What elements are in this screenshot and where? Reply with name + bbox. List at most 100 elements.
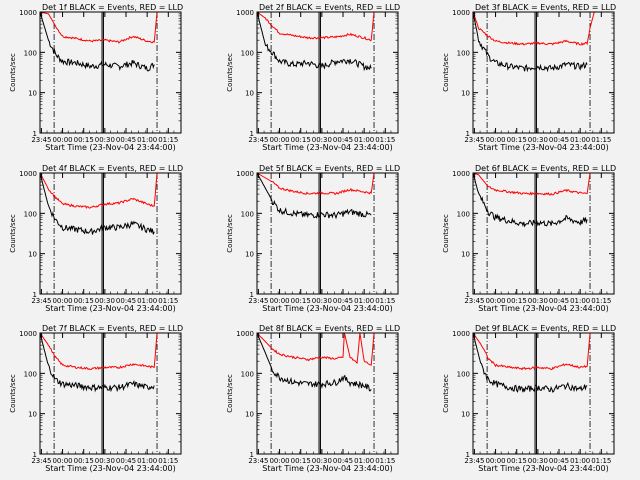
y-tick-label: 10 <box>28 411 37 419</box>
series-line-lld <box>40 12 158 44</box>
y-tick-label: 1000 <box>452 330 470 338</box>
x-tick-label: 00:45 <box>116 136 136 144</box>
y-tick-label: 10 <box>461 251 470 259</box>
x-tick-label: 01:15 <box>591 297 611 305</box>
detector-plot-3: Det 3f BLACK = Events, RED = LLD 1 10 100 10… <box>442 3 616 152</box>
series-line-lld <box>257 173 375 196</box>
x-tick-label: 01:15 <box>375 136 395 144</box>
y-tick-label: 1000 <box>19 170 37 178</box>
x-tick-label: 01:00 <box>354 457 374 465</box>
x-tick-label: 01:15 <box>158 457 178 465</box>
y-tick-label: 100 <box>241 210 254 218</box>
plot-title: Det 5f BLACK = Events, RED = LLD <box>259 164 400 173</box>
x-tick-label: 00:15 <box>507 457 527 465</box>
y-tick-label: 100 <box>241 49 254 57</box>
y-axis-label: Counts/sec <box>9 214 17 253</box>
x-tick-label: 00:00 <box>52 297 72 305</box>
x-tick-label: 23:45 <box>248 136 268 144</box>
y-axis-label: Counts/sec <box>226 374 234 413</box>
series-line-events <box>257 173 372 220</box>
plot-frame <box>256 172 399 295</box>
x-axis-label: Start Time (23-Nov-04 23:44:00) <box>45 304 175 313</box>
x-tick-label: 00:30 <box>95 457 115 465</box>
y-tick-label: 1 <box>33 451 37 459</box>
x-tick-label: 00:30 <box>312 297 332 305</box>
x-tick-label: 23:45 <box>248 457 268 465</box>
series-line-events <box>40 173 155 235</box>
x-tick-label: 00:30 <box>528 457 548 465</box>
x-tick-label: 00:00 <box>485 136 505 144</box>
x-tick-label: 00:15 <box>291 457 311 465</box>
y-tick-label: 10 <box>461 90 470 98</box>
x-tick-label: 00:45 <box>333 136 353 144</box>
detector-plot-1: Det 1f BLACK = Events, RED = LLD 1 10 100 10… <box>9 3 183 152</box>
series-line-events <box>257 12 372 72</box>
plot-title: Det 2f BLACK = Events, RED = LLD <box>259 3 400 12</box>
plot-frame <box>39 172 182 295</box>
x-tick-label: 00:30 <box>528 136 548 144</box>
y-tick-label: 1 <box>33 291 37 299</box>
y-tick-label: 10 <box>28 251 37 259</box>
series-line-events <box>473 333 588 393</box>
x-tick-label: 01:00 <box>137 136 157 144</box>
x-tick-label: 01:15 <box>158 297 178 305</box>
series-line-lld <box>40 173 158 209</box>
y-tick-label: 1 <box>466 291 470 299</box>
series-line-lld <box>473 333 591 371</box>
y-tick-label: 1000 <box>452 170 470 178</box>
plot-title: Det 4f BLACK = Events, RED = LLD <box>42 164 183 173</box>
x-tick-label: 00:45 <box>549 136 569 144</box>
x-tick-label: 00:30 <box>528 297 548 305</box>
x-tick-label: 00:00 <box>52 457 72 465</box>
detector-plot-6: Det 6f BLACK = Events, RED = LLD 1 10 100 10… <box>442 164 616 313</box>
plot-title: Det 6f BLACK = Events, RED = LLD <box>475 164 616 173</box>
series-line-events <box>40 333 155 393</box>
x-tick-label: 00:00 <box>485 457 505 465</box>
x-tick-label: 01:00 <box>354 297 374 305</box>
y-axis-label: Counts/sec <box>226 53 234 92</box>
y-axis-label: Counts/sec <box>442 53 450 92</box>
x-tick-label: 00:45 <box>333 297 353 305</box>
x-tick-label: 01:00 <box>137 297 157 305</box>
plot-frame <box>472 332 615 455</box>
x-tick-label: 23:45 <box>248 297 268 305</box>
x-tick-label: 00:45 <box>549 457 569 465</box>
x-axis-label: Start Time (23-Nov-04 23:44:00) <box>262 464 392 473</box>
x-tick-label: 00:15 <box>74 136 94 144</box>
x-tick-label: 00:00 <box>269 297 289 305</box>
y-tick-label: 1 <box>466 130 470 138</box>
x-tick-label: 00:45 <box>116 457 136 465</box>
x-tick-label: 00:15 <box>291 297 311 305</box>
plot-title: Det 1f BLACK = Events, RED = LLD <box>42 3 183 12</box>
x-tick-label: 23:45 <box>464 136 484 144</box>
x-axis-label: Start Time (23-Nov-04 23:44:00) <box>45 464 175 473</box>
y-axis-label: Counts/sec <box>442 214 450 253</box>
x-tick-label: 00:45 <box>333 457 353 465</box>
x-tick-label: 23:45 <box>464 457 484 465</box>
x-tick-label: 00:45 <box>116 297 136 305</box>
x-tick-label: 23:45 <box>464 297 484 305</box>
y-tick-label: 1000 <box>19 330 37 338</box>
x-tick-label: 01:15 <box>591 457 611 465</box>
series-line-lld <box>257 333 375 366</box>
detector-plot-4: Det 4f BLACK = Events, RED = LLD 1 10 100 10… <box>9 164 183 313</box>
series-line-events <box>473 12 588 73</box>
detector-plot-9: Det 9f BLACK = Events, RED = LLD 1 10 100 10… <box>442 324 616 473</box>
series-line-lld <box>40 333 158 371</box>
x-axis-label: Start Time (23-Nov-04 23:44:00) <box>262 304 392 313</box>
x-axis-label: Start Time (23-Nov-04 23:44:00) <box>45 143 175 152</box>
x-tick-label: 23:45 <box>31 457 51 465</box>
x-tick-label: 01:00 <box>570 136 590 144</box>
y-tick-label: 10 <box>28 90 37 98</box>
plot-title: Det 7f BLACK = Events, RED = LLD <box>42 324 183 333</box>
y-tick-label: 100 <box>241 370 254 378</box>
x-tick-label: 00:30 <box>95 136 115 144</box>
series-line-events <box>257 333 372 392</box>
x-tick-label: 01:00 <box>354 136 374 144</box>
x-tick-label: 00:15 <box>507 136 527 144</box>
y-tick-label: 1 <box>250 291 254 299</box>
y-tick-label: 1 <box>466 451 470 459</box>
y-tick-label: 1 <box>250 451 254 459</box>
x-tick-label: 01:15 <box>158 136 178 144</box>
